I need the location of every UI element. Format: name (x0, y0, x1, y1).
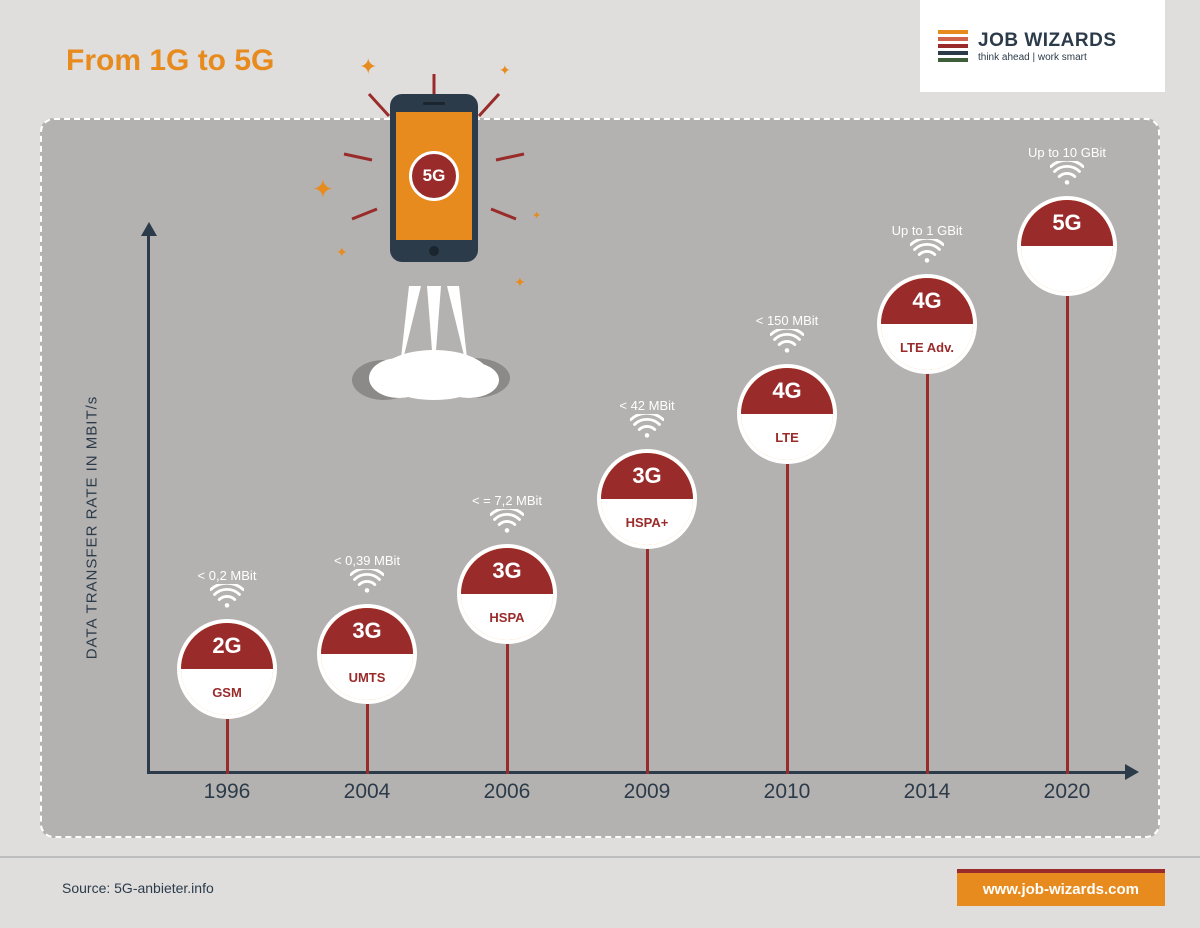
generation-label: 4G (912, 288, 941, 314)
x-axis (147, 771, 1132, 774)
lollipop-stem (506, 644, 509, 774)
lollipop-ball: 2G GSM (177, 619, 277, 719)
logo-bars-icon (938, 30, 968, 62)
technology-label: LTE (775, 430, 799, 445)
rate-label: Up to 10 GBit (997, 145, 1137, 160)
lollipop-ball: 4G LTE (737, 364, 837, 464)
rate-label: < 42 MBit (577, 398, 717, 413)
generation-label: 3G (492, 558, 521, 584)
technology-label: HSPA (489, 610, 524, 625)
generation-label: 3G (632, 463, 661, 489)
sparkle-icon: ✦ (336, 244, 348, 261)
year-label: 2010 (737, 780, 837, 804)
rate-label: < 150 MBit (717, 313, 857, 328)
rate-label: Up to 1 GBit (857, 223, 997, 238)
y-axis-label: DATA TRANSFER RATE IN MBIT/s (84, 396, 101, 660)
generation-label: 4G (772, 378, 801, 404)
logo-tagline: think ahead | work smart (978, 52, 1117, 63)
technology-label: UMTS (349, 670, 386, 685)
y-axis-arrow-icon (141, 222, 157, 236)
wifi-icon (177, 584, 277, 615)
lollipop-ball: 3G UMTS (317, 604, 417, 704)
exhaust-icon (399, 286, 469, 376)
logo: JOB WIZARDS think ahead | work smart (920, 0, 1165, 92)
sparkle-icon: ✦ (359, 54, 377, 80)
technology-label: HSPA+ (626, 515, 669, 530)
technology-label: GSM (212, 685, 242, 700)
lollipop-stem (786, 464, 789, 774)
wifi-icon (317, 569, 417, 600)
generation-label: 5G (1052, 210, 1081, 236)
technology-label: LTE Adv. (900, 340, 954, 355)
source-text: Source: 5G-anbieter.info (62, 880, 214, 896)
lollipop-stem (366, 704, 369, 774)
page-title: From 1G to 5G (66, 44, 274, 78)
year-label: 2020 (1017, 780, 1117, 804)
wifi-icon (457, 509, 557, 540)
lollipop-stem (926, 374, 929, 774)
year-label: 2006 (457, 780, 557, 804)
generation-label: 2G (212, 633, 241, 659)
wifi-icon (1017, 161, 1117, 192)
lollipop-stem (226, 719, 229, 774)
generation-label: 3G (352, 618, 381, 644)
wifi-icon (737, 329, 837, 360)
wifi-icon (597, 414, 697, 445)
year-label: 2004 (317, 780, 417, 804)
lollipop-stem (1066, 296, 1069, 774)
x-axis-arrow-icon (1125, 764, 1139, 780)
sparkle-icon: ✦ (499, 62, 511, 79)
year-label: 1996 (177, 780, 277, 804)
logo-name: JOB WIZARDS (978, 30, 1117, 52)
year-label: 2014 (877, 780, 977, 804)
chart-panel: DATA TRANSFER RATE IN MBIT/s ✦ ✦ ✦ ✦ ✦ ✦ (40, 118, 1160, 838)
rate-label: < 0,39 MBit (297, 553, 437, 568)
lollipop-ball: 3G HSPA+ (597, 449, 697, 549)
lollipop-stem (646, 549, 649, 774)
footer-url: www.job-wizards.com (957, 869, 1165, 906)
sparkle-icon: ✦ (532, 209, 541, 222)
rate-label: < 0,2 MBit (157, 568, 297, 583)
phone-icon: 5G (390, 94, 478, 262)
year-label: 2009 (597, 780, 697, 804)
y-axis (147, 229, 150, 774)
sparkle-icon: ✦ (312, 174, 334, 205)
phone-rocket-illustration: ✦ ✦ ✦ ✦ ✦ ✦ 5G (304, 44, 564, 424)
rate-label: < = 7,2 MBit (437, 493, 577, 508)
wifi-icon (877, 239, 977, 270)
phone-5g-badge: 5G (409, 151, 459, 201)
lollipop-ball: 4G LTE Adv. (877, 274, 977, 374)
lollipop-ball: 5G (1017, 196, 1117, 296)
footer-divider (0, 856, 1200, 858)
lollipop-ball: 3G HSPA (457, 544, 557, 644)
sparkle-icon: ✦ (514, 274, 526, 291)
